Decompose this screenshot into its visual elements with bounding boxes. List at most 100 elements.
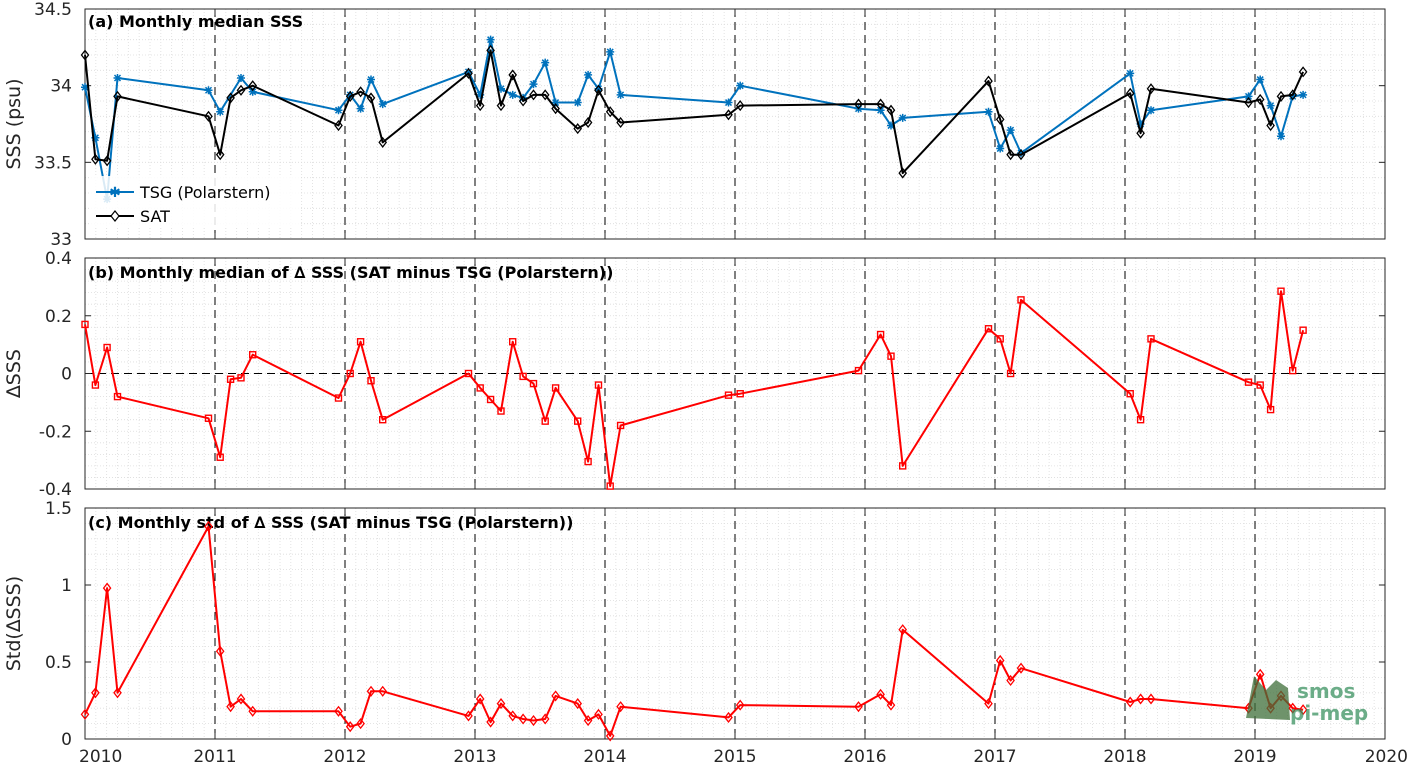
data-point-square bbox=[1277, 287, 1285, 295]
data-point-diamond bbox=[1288, 702, 1298, 714]
series-line bbox=[84, 290, 1305, 488]
data-point-diamond bbox=[529, 89, 538, 101]
data-point-diamond bbox=[1255, 668, 1265, 680]
data-point-square bbox=[616, 421, 625, 430]
data-point-diamond bbox=[1016, 662, 1026, 674]
data-point-diamond bbox=[1136, 127, 1145, 139]
data-point-star bbox=[1266, 101, 1275, 110]
data-point-diamond bbox=[984, 75, 993, 87]
data-point-diamond bbox=[236, 693, 246, 705]
data-point-diamond bbox=[735, 100, 745, 112]
data-point-diamond bbox=[91, 153, 100, 165]
data-point-diamond bbox=[735, 699, 745, 711]
data-point-diamond bbox=[898, 624, 908, 636]
data-point-star bbox=[724, 98, 733, 107]
data-point-diamond bbox=[508, 710, 518, 722]
data-point-diamond bbox=[518, 95, 528, 107]
data-point-square bbox=[876, 330, 885, 339]
y-tick-label: 34.5 bbox=[34, 0, 72, 20]
data-point-diamond bbox=[876, 98, 885, 110]
data-point-square bbox=[984, 325, 993, 333]
data-point-square bbox=[476, 384, 484, 392]
data-point-diamond bbox=[1125, 696, 1135, 708]
data-point-diamond bbox=[529, 714, 538, 727]
y-axis-label: Std(∆SSS) bbox=[3, 576, 25, 671]
data-point-square bbox=[81, 320, 89, 329]
data-point-diamond bbox=[573, 123, 583, 135]
data-point-diamond bbox=[204, 520, 213, 533]
x-tick-label: 2010 bbox=[79, 747, 122, 767]
data-point-diamond bbox=[724, 711, 733, 723]
data-point-star bbox=[1299, 90, 1308, 99]
data-point-star bbox=[91, 133, 100, 142]
data-point-square bbox=[204, 414, 213, 422]
data-point-square bbox=[334, 394, 343, 402]
panel-title: (c) Monthly std of ∆ SSS (SAT minus TSG … bbox=[88, 513, 573, 532]
data-point-diamond bbox=[113, 687, 122, 699]
x-tick-label: 2015 bbox=[713, 747, 756, 767]
data-point-square bbox=[226, 375, 235, 383]
y-tick-label: 0.2 bbox=[45, 307, 72, 327]
data-point-diamond bbox=[605, 730, 615, 742]
y-tick-label: -0.2 bbox=[39, 422, 72, 442]
y-tick-label: 1.5 bbox=[45, 499, 72, 519]
data-point-star bbox=[476, 90, 485, 99]
y-tick-label: 33 bbox=[50, 230, 72, 250]
data-point-star bbox=[606, 47, 615, 56]
data-point-star bbox=[486, 35, 495, 44]
data-point-star bbox=[541, 58, 550, 67]
x-tick-label: 2012 bbox=[323, 747, 366, 767]
data-point-square bbox=[1244, 378, 1253, 386]
data-point-diamond bbox=[102, 155, 112, 167]
x-tick-label: 2013 bbox=[453, 747, 496, 767]
data-point-diamond bbox=[236, 84, 246, 96]
y-tick-label: 0 bbox=[61, 365, 72, 385]
data-point-square bbox=[1136, 416, 1145, 424]
data-point-square bbox=[736, 390, 744, 398]
data-point-star bbox=[508, 90, 517, 99]
data-point-star bbox=[1147, 106, 1155, 115]
data-point-diamond bbox=[366, 92, 376, 104]
data-point-square bbox=[379, 416, 387, 424]
x-tick-label: 2018 bbox=[1103, 747, 1146, 767]
logo-shape bbox=[1246, 676, 1290, 720]
data-point-diamond bbox=[886, 699, 896, 711]
data-point-diamond bbox=[1298, 66, 1308, 78]
data-point-star bbox=[876, 106, 885, 115]
x-tick-label: 2017 bbox=[973, 747, 1016, 767]
panel-a-monthly-median-sss: 33 33.5 34 34.5 SSS (psu) (a) Monthly median … bbox=[3, 0, 1386, 250]
data-point-star bbox=[519, 93, 528, 102]
data-point-star bbox=[204, 86, 213, 95]
data-point-star bbox=[887, 121, 895, 130]
data-point-star bbox=[1006, 126, 1015, 135]
data-point-star bbox=[984, 107, 993, 116]
y-tick-label: 34 bbox=[50, 77, 72, 97]
data-point-star bbox=[216, 107, 225, 116]
y-tick-label: 0.4 bbox=[45, 249, 72, 269]
data-point-diamond bbox=[378, 136, 388, 148]
data-point-star bbox=[1136, 120, 1145, 128]
data-point-diamond bbox=[1006, 149, 1015, 161]
data-point-diamond bbox=[1266, 119, 1275, 132]
y-tick-label: 1 bbox=[61, 576, 72, 596]
data-point-square bbox=[497, 407, 505, 415]
data-point-diamond bbox=[486, 716, 495, 728]
data-point-diamond bbox=[248, 80, 258, 92]
data-point-diamond bbox=[496, 698, 506, 710]
data-point-diamond bbox=[583, 116, 593, 129]
data-point-diamond bbox=[1276, 90, 1286, 102]
data-point-star bbox=[594, 84, 603, 93]
data-point-diamond bbox=[1146, 693, 1156, 705]
data-point-diamond bbox=[616, 116, 625, 129]
data-point-diamond bbox=[102, 582, 112, 594]
data-point-diamond bbox=[540, 713, 550, 725]
data-point-star bbox=[1288, 92, 1297, 101]
data-point-diamond bbox=[113, 90, 122, 102]
legend-sat-label: SAT bbox=[140, 207, 170, 226]
data-point-square bbox=[367, 377, 375, 385]
data-point-diamond bbox=[1016, 149, 1026, 161]
smos-pi-mep-logo: smos pi-mep bbox=[1246, 676, 1368, 725]
panel-b-monthly-median-delta-sss: -0.4 -0.2 0 0.2 0.4 ∆SSS (b) Monthly median of… bbox=[3, 249, 1386, 500]
data-point-diamond bbox=[226, 92, 235, 104]
data-point-square bbox=[996, 335, 1004, 343]
